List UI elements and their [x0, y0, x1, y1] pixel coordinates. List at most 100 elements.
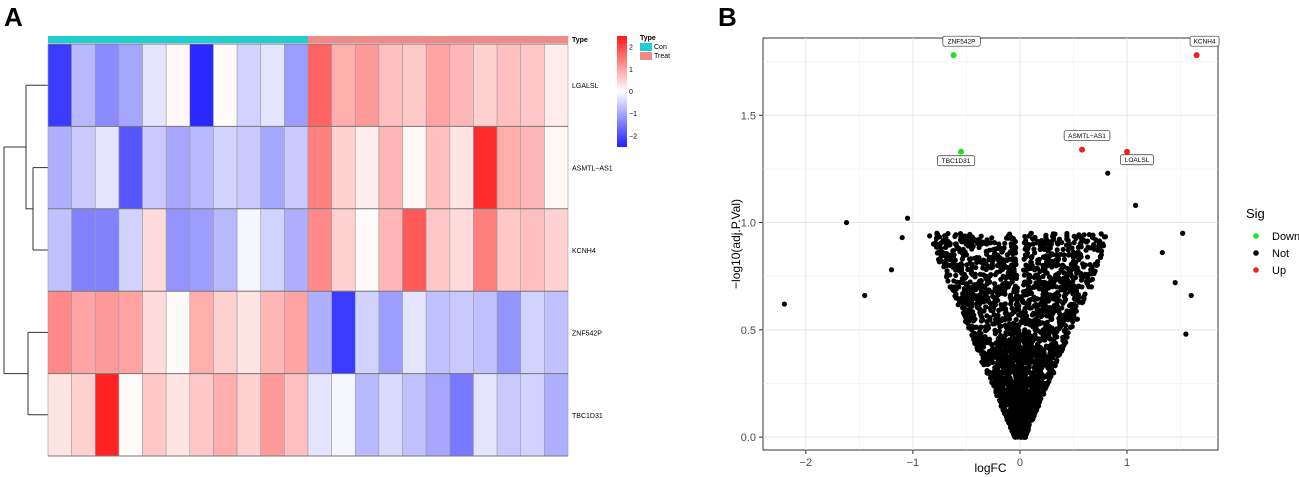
significant-gene-point	[1079, 146, 1086, 153]
heatmap-cell	[236, 373, 262, 457]
gene-point	[1067, 316, 1074, 322]
heatmap-cell	[354, 126, 380, 210]
gene-point	[962, 249, 968, 255]
gene-point	[1024, 246, 1031, 252]
heatmap-cell	[260, 373, 285, 457]
gene-point	[1046, 363, 1052, 369]
heatmap-cell	[354, 208, 380, 292]
sig-legend: Sig Down Not Up	[1246, 206, 1299, 277]
gene-point	[965, 234, 971, 240]
gene-point	[1065, 252, 1071, 258]
panel-a-label: A	[4, 2, 23, 32]
heatmap-cell	[402, 43, 427, 127]
gene-point	[1034, 327, 1040, 333]
heatmap-cell	[402, 290, 427, 374]
gene-point	[1132, 202, 1139, 208]
gene-point	[978, 349, 984, 355]
gene-point	[927, 233, 933, 239]
gene-point	[1037, 369, 1044, 375]
gene-point	[1035, 320, 1041, 327]
gene-point	[1029, 254, 1035, 260]
annotation-cell-con	[95, 36, 120, 43]
gene-point	[1024, 331, 1030, 338]
heatmap-cell	[213, 373, 238, 457]
heatmap-cell	[449, 208, 474, 292]
gene-point	[1028, 290, 1035, 296]
gene-point	[1047, 245, 1053, 251]
heatmap-cell	[354, 373, 380, 457]
gene-point	[1002, 286, 1008, 292]
gene-point	[1046, 294, 1052, 300]
gene-point	[966, 325, 972, 331]
heatmap-cell	[94, 290, 120, 374]
heatmap-cell	[118, 126, 143, 210]
annotation-cell-con	[48, 36, 72, 43]
nonsignificant-points	[927, 230, 1109, 440]
gene-point	[992, 302, 999, 308]
gene-point	[1022, 327, 1028, 333]
gene-point	[983, 304, 989, 310]
y-axis-ticks: 0.0 0.5 1.0 1.5	[741, 110, 763, 444]
gene-point	[980, 265, 986, 271]
heatmap-cell	[473, 126, 498, 210]
gene-point	[1025, 241, 1031, 247]
heatmap-cell	[260, 290, 285, 374]
gene-point	[1022, 368, 1028, 374]
annotation-cell-treat	[331, 36, 356, 43]
gene-point	[1089, 264, 1095, 270]
gene-point	[954, 244, 960, 250]
gene-point	[1022, 279, 1028, 285]
gene-label: TBC1D31	[942, 158, 971, 165]
gene-point	[1031, 398, 1037, 404]
gene-point	[1036, 286, 1042, 292]
gene-point	[1028, 347, 1035, 353]
heatmap-row-label: ASMTL−AS1	[572, 166, 613, 173]
gene-point	[781, 301, 788, 307]
gene-point	[1020, 402, 1027, 408]
heatmap-cell	[189, 43, 214, 127]
gene-point	[1009, 411, 1015, 418]
annotation-cell-treat	[378, 36, 403, 43]
gene-point	[1102, 234, 1109, 240]
gene-point	[1039, 383, 1045, 389]
gene-point	[933, 235, 940, 242]
heatmap-cell	[331, 126, 356, 210]
gene-point	[1004, 264, 1010, 271]
color-scale-tick: 2	[629, 45, 633, 52]
gene-point	[992, 321, 998, 327]
heatmap-cell	[473, 290, 498, 374]
gene-point	[1061, 328, 1067, 334]
gene-point	[1006, 360, 1012, 367]
gene-point	[1027, 322, 1033, 328]
gene-point	[990, 293, 996, 299]
gene-point	[1030, 310, 1037, 316]
heatmap-cell	[307, 290, 332, 374]
annotation-cell-treat	[308, 36, 332, 43]
gene-point	[1048, 306, 1054, 312]
gene-point	[992, 281, 998, 287]
gene-point	[941, 264, 947, 270]
gene-point	[1054, 247, 1060, 253]
gene-point	[1026, 378, 1032, 384]
gene-point	[1060, 246, 1066, 253]
color-scale-tick: −1	[629, 111, 637, 118]
heatmap-cell	[189, 373, 214, 457]
volcano-plot: ZNF542P TBC1D31 KCNH4 ASMTL−AS1 LOALSL −2 −1 0…	[729, 35, 1299, 475]
heatmap-cell	[331, 43, 356, 127]
type-legend-swatch	[640, 43, 652, 51]
gene-point	[1049, 284, 1056, 290]
heatmap-cell	[94, 43, 120, 127]
heatmap-cell	[354, 290, 380, 374]
heatmap-cell	[496, 126, 522, 210]
gene-point	[1040, 273, 1046, 280]
annotation-cell-treat	[497, 36, 522, 43]
heatmap-row-label: LGALSL	[572, 83, 599, 90]
gene-point	[1042, 327, 1048, 333]
gene-point	[1026, 423, 1032, 429]
gene-point	[1069, 323, 1075, 330]
heatmap-cell	[520, 208, 545, 292]
gene-point	[1043, 253, 1049, 259]
gene-point	[982, 334, 988, 340]
gene-point	[1010, 423, 1016, 429]
gene-point	[996, 328, 1002, 334]
